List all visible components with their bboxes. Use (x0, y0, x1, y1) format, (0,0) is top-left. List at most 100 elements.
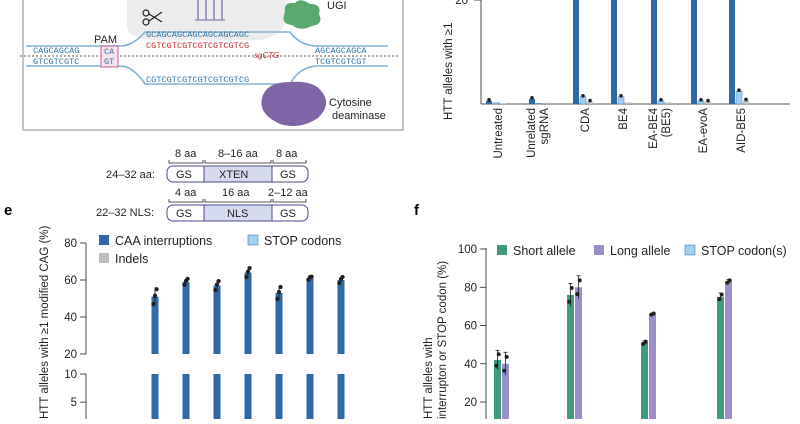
edited-strand-seq: CGTCGTCGTCGTCGTCGTCG (146, 75, 249, 85)
legend-stop-label: STOP codons (264, 234, 341, 248)
panel-f-letter: f (414, 202, 420, 219)
chart-f-point (717, 297, 722, 302)
top-right-point (588, 98, 592, 103)
chart-e-point (247, 266, 252, 271)
chart-f-bar (641, 342, 648, 419)
legend-swatch-stop (247, 234, 259, 246)
panel-e-letter: e (4, 202, 12, 219)
top-right-category: AID-BE5 (736, 108, 748, 153)
top-right-category: BE4 (618, 107, 630, 129)
schematic-frame (22, 0, 404, 131)
top-right-bar (535, 102, 543, 105)
top-right-bar (729, 0, 735, 104)
dna-bottom-strand (26, 65, 388, 85)
legend-swatch-indels (99, 253, 109, 263)
chart-e-point (340, 274, 345, 280)
chart-f-point (719, 292, 724, 297)
chart-e-bar-upper (306, 278, 314, 354)
pam-bottom-seq: GT (104, 57, 114, 67)
top-right-bar (579, 96, 587, 105)
legend-long-label: Long allele (610, 244, 671, 258)
chart-e-ylabel: HTT alleles with ≥1 modified CAG (%) (39, 225, 51, 419)
chart-e-tick-label: 80 (64, 238, 77, 250)
chart-e-point (182, 282, 187, 287)
top-right-category-label: AID-BE5 (736, 108, 748, 153)
cytosine-deaminase-shape (261, 81, 327, 126)
chart-f-tick-label: 100 (458, 244, 477, 256)
top-right-bar (611, 0, 617, 104)
top-right-bar (492, 102, 500, 105)
top-right-bar (691, 0, 697, 104)
chart-f-point (577, 278, 582, 283)
chart-e-tick-label: 20 (64, 349, 77, 361)
chart-f-ticks: 100 80 60 40 20 (458, 244, 486, 409)
chart-e-point (185, 276, 190, 281)
legend-caa-label: CAA interruptions (115, 234, 212, 248)
top-right-point (706, 98, 710, 103)
chart-f-point (569, 286, 574, 291)
row2-gs2-aa: 2–12 aa (268, 187, 309, 199)
top-right-category-label: EA-evoA (698, 108, 710, 154)
legend-short-label: Short allele (513, 244, 576, 258)
top-right-category-label: Untreated (493, 108, 505, 159)
chart-f-bar (649, 314, 656, 419)
pam-box (100, 45, 119, 68)
chart-e-bars (151, 266, 345, 419)
top-right-category: CDA (580, 108, 592, 133)
chart-f: HTT alleles with interrupton or STOP cod… (423, 244, 787, 419)
chart-e-point (213, 287, 218, 293)
chart-e: HTT alleles with ≥1 modified CAG (%) 80 6… (39, 225, 345, 419)
legend-swatch-long (594, 245, 604, 255)
left-bottom-seq: GTCGTCGTC (33, 57, 79, 67)
top-right-category: EA-BE4 (BE5) (648, 107, 673, 149)
chart-f-point (727, 278, 732, 283)
top-right-point (699, 98, 703, 102)
linker-row1-label: 24–32 aa: (106, 169, 155, 181)
top-right-category-label: Unrelated (526, 108, 538, 158)
editing-schematic: UGI PAM CAGCAGCAG GTCGTCGTC CA GT GCAGCA… (20, 0, 404, 131)
chart-f-point (502, 368, 507, 373)
row2-gs-aa: 4 aa (175, 187, 197, 199)
right-top-seq: AGCAGCAGCA (315, 46, 367, 56)
chart-top-right: HTT alleles with ≥1 20 Untreated Unrelate… (443, 0, 790, 159)
chart-f-tick-label: 80 (464, 282, 477, 294)
top-right-bar (665, 102, 671, 104)
top-right-point (659, 98, 663, 102)
chart-e-bar-lower (151, 374, 159, 419)
chart-e-tick-label: 60 (64, 275, 77, 287)
top-right-category: EA-evoA (698, 108, 710, 154)
chart-e-point (244, 274, 249, 280)
ugi-protein-icon (283, 0, 321, 29)
chart-f-point (575, 292, 580, 297)
top-right-bar (543, 102, 549, 104)
chart-e-point (245, 269, 251, 274)
pam-top-seq: CA (104, 47, 115, 57)
top-right-category-label: BE4 (618, 107, 630, 129)
xten-box (203, 165, 273, 183)
top-right-ylabel: HTT alleles with ≥1 (443, 23, 455, 121)
row1-gs2-text: GS (280, 169, 296, 181)
chart-e-bar-upper (244, 272, 252, 354)
top-right-point (487, 98, 491, 102)
top-right-bar (486, 100, 492, 104)
legend-swatch-short (497, 245, 507, 255)
chart-e-bar-upper (275, 292, 283, 354)
top-right-category-label: (BE5) (661, 108, 673, 138)
chart-e-bar-lower (337, 374, 345, 419)
chart-f-tick-label: 20 (464, 397, 477, 409)
chart-f-bar (494, 359, 501, 419)
top-right-point (744, 97, 748, 102)
chart-f-bar (502, 363, 509, 419)
chart-e-bar-lower (213, 374, 221, 419)
chart-e-point (216, 279, 221, 284)
top-right-bar (529, 98, 535, 104)
chart-e-point (278, 284, 283, 290)
chart-e-tick-label: 5 (71, 397, 77, 409)
chart-e-bar-lower (306, 374, 314, 419)
chart-e-bar-upper (151, 296, 159, 354)
chart-e-bar-upper (337, 280, 345, 354)
nls-box (203, 204, 273, 222)
row1-gs-aa: 8 aa (175, 148, 197, 160)
deaminase-label-1: Cytosine (329, 97, 372, 109)
